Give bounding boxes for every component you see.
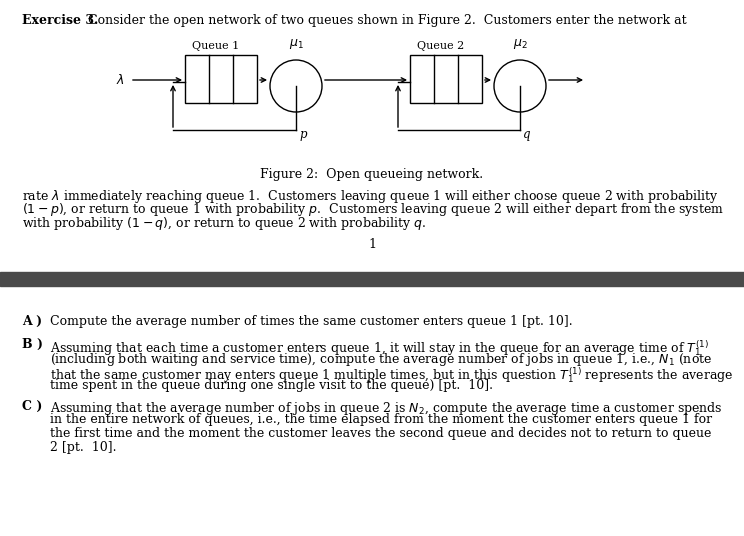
Text: $\mu_1$: $\mu_1$	[289, 37, 304, 51]
Text: the first time and the moment the customer leaves the second queue and decides n: the first time and the moment the custom…	[50, 427, 711, 440]
Text: rate $\lambda$ immediately reaching queue 1.  Customers leaving queue 1 will eit: rate $\lambda$ immediately reaching queu…	[22, 188, 719, 205]
Text: Assuming that each time a customer enters queue 1, it will stay in the queue for: Assuming that each time a customer enter…	[50, 338, 709, 358]
Text: Assuming that the average number of jobs in queue 2 is $N_2$, compute the averag: Assuming that the average number of jobs…	[50, 400, 722, 417]
Text: in the entire network of queues, i.e., the time elapsed from the moment the cust: in the entire network of queues, i.e., t…	[50, 413, 712, 427]
Bar	[410, 55, 482, 103]
Text: time spent in the queue during one single visit to the queue) [pt.  10].: time spent in the queue during one singl…	[50, 378, 493, 391]
Text: Figure 2:  Open queueing network.: Figure 2: Open queueing network.	[260, 168, 484, 181]
Text: $\lambda$: $\lambda$	[116, 73, 125, 87]
Text: C ): C )	[22, 400, 42, 413]
Text: $\mu_2$: $\mu_2$	[513, 37, 527, 51]
Ellipse shape	[494, 60, 546, 112]
Text: Consider the open network of two queues shown in Figure 2.  Customers enter the : Consider the open network of two queues …	[84, 14, 687, 27]
Text: A ): A )	[22, 315, 42, 328]
Bar	[0, 272, 744, 286]
Text: with probability $(1-q)$, or return to queue 2 with probability $q$.: with probability $(1-q)$, or return to q…	[22, 215, 426, 232]
Text: 1: 1	[368, 239, 376, 251]
Text: 2 [pt.  10].: 2 [pt. 10].	[50, 441, 117, 453]
Text: (including both waiting and service time), compute the average number of jobs in: (including both waiting and service time…	[50, 352, 712, 369]
Ellipse shape	[270, 60, 322, 112]
Text: Queue 1: Queue 1	[193, 41, 240, 51]
Bar	[185, 55, 257, 103]
Text: $(1-p)$, or return to queue 1 with probability $p$.  Customers leaving queue 2 w: $(1-p)$, or return to queue 1 with proba…	[22, 202, 724, 219]
Text: q: q	[523, 128, 530, 141]
Text: p: p	[299, 128, 307, 141]
Text: Exercise 3.: Exercise 3.	[22, 14, 98, 27]
Text: B ): B )	[22, 338, 43, 351]
Text: that the same customer may enters queue 1 multiple times, but in this question $: that the same customer may enters queue …	[50, 365, 734, 384]
Text: Compute the average number of times the same customer enters queue 1 [pt. 10].: Compute the average number of times the …	[50, 315, 573, 328]
Text: Queue 2: Queue 2	[417, 41, 464, 51]
